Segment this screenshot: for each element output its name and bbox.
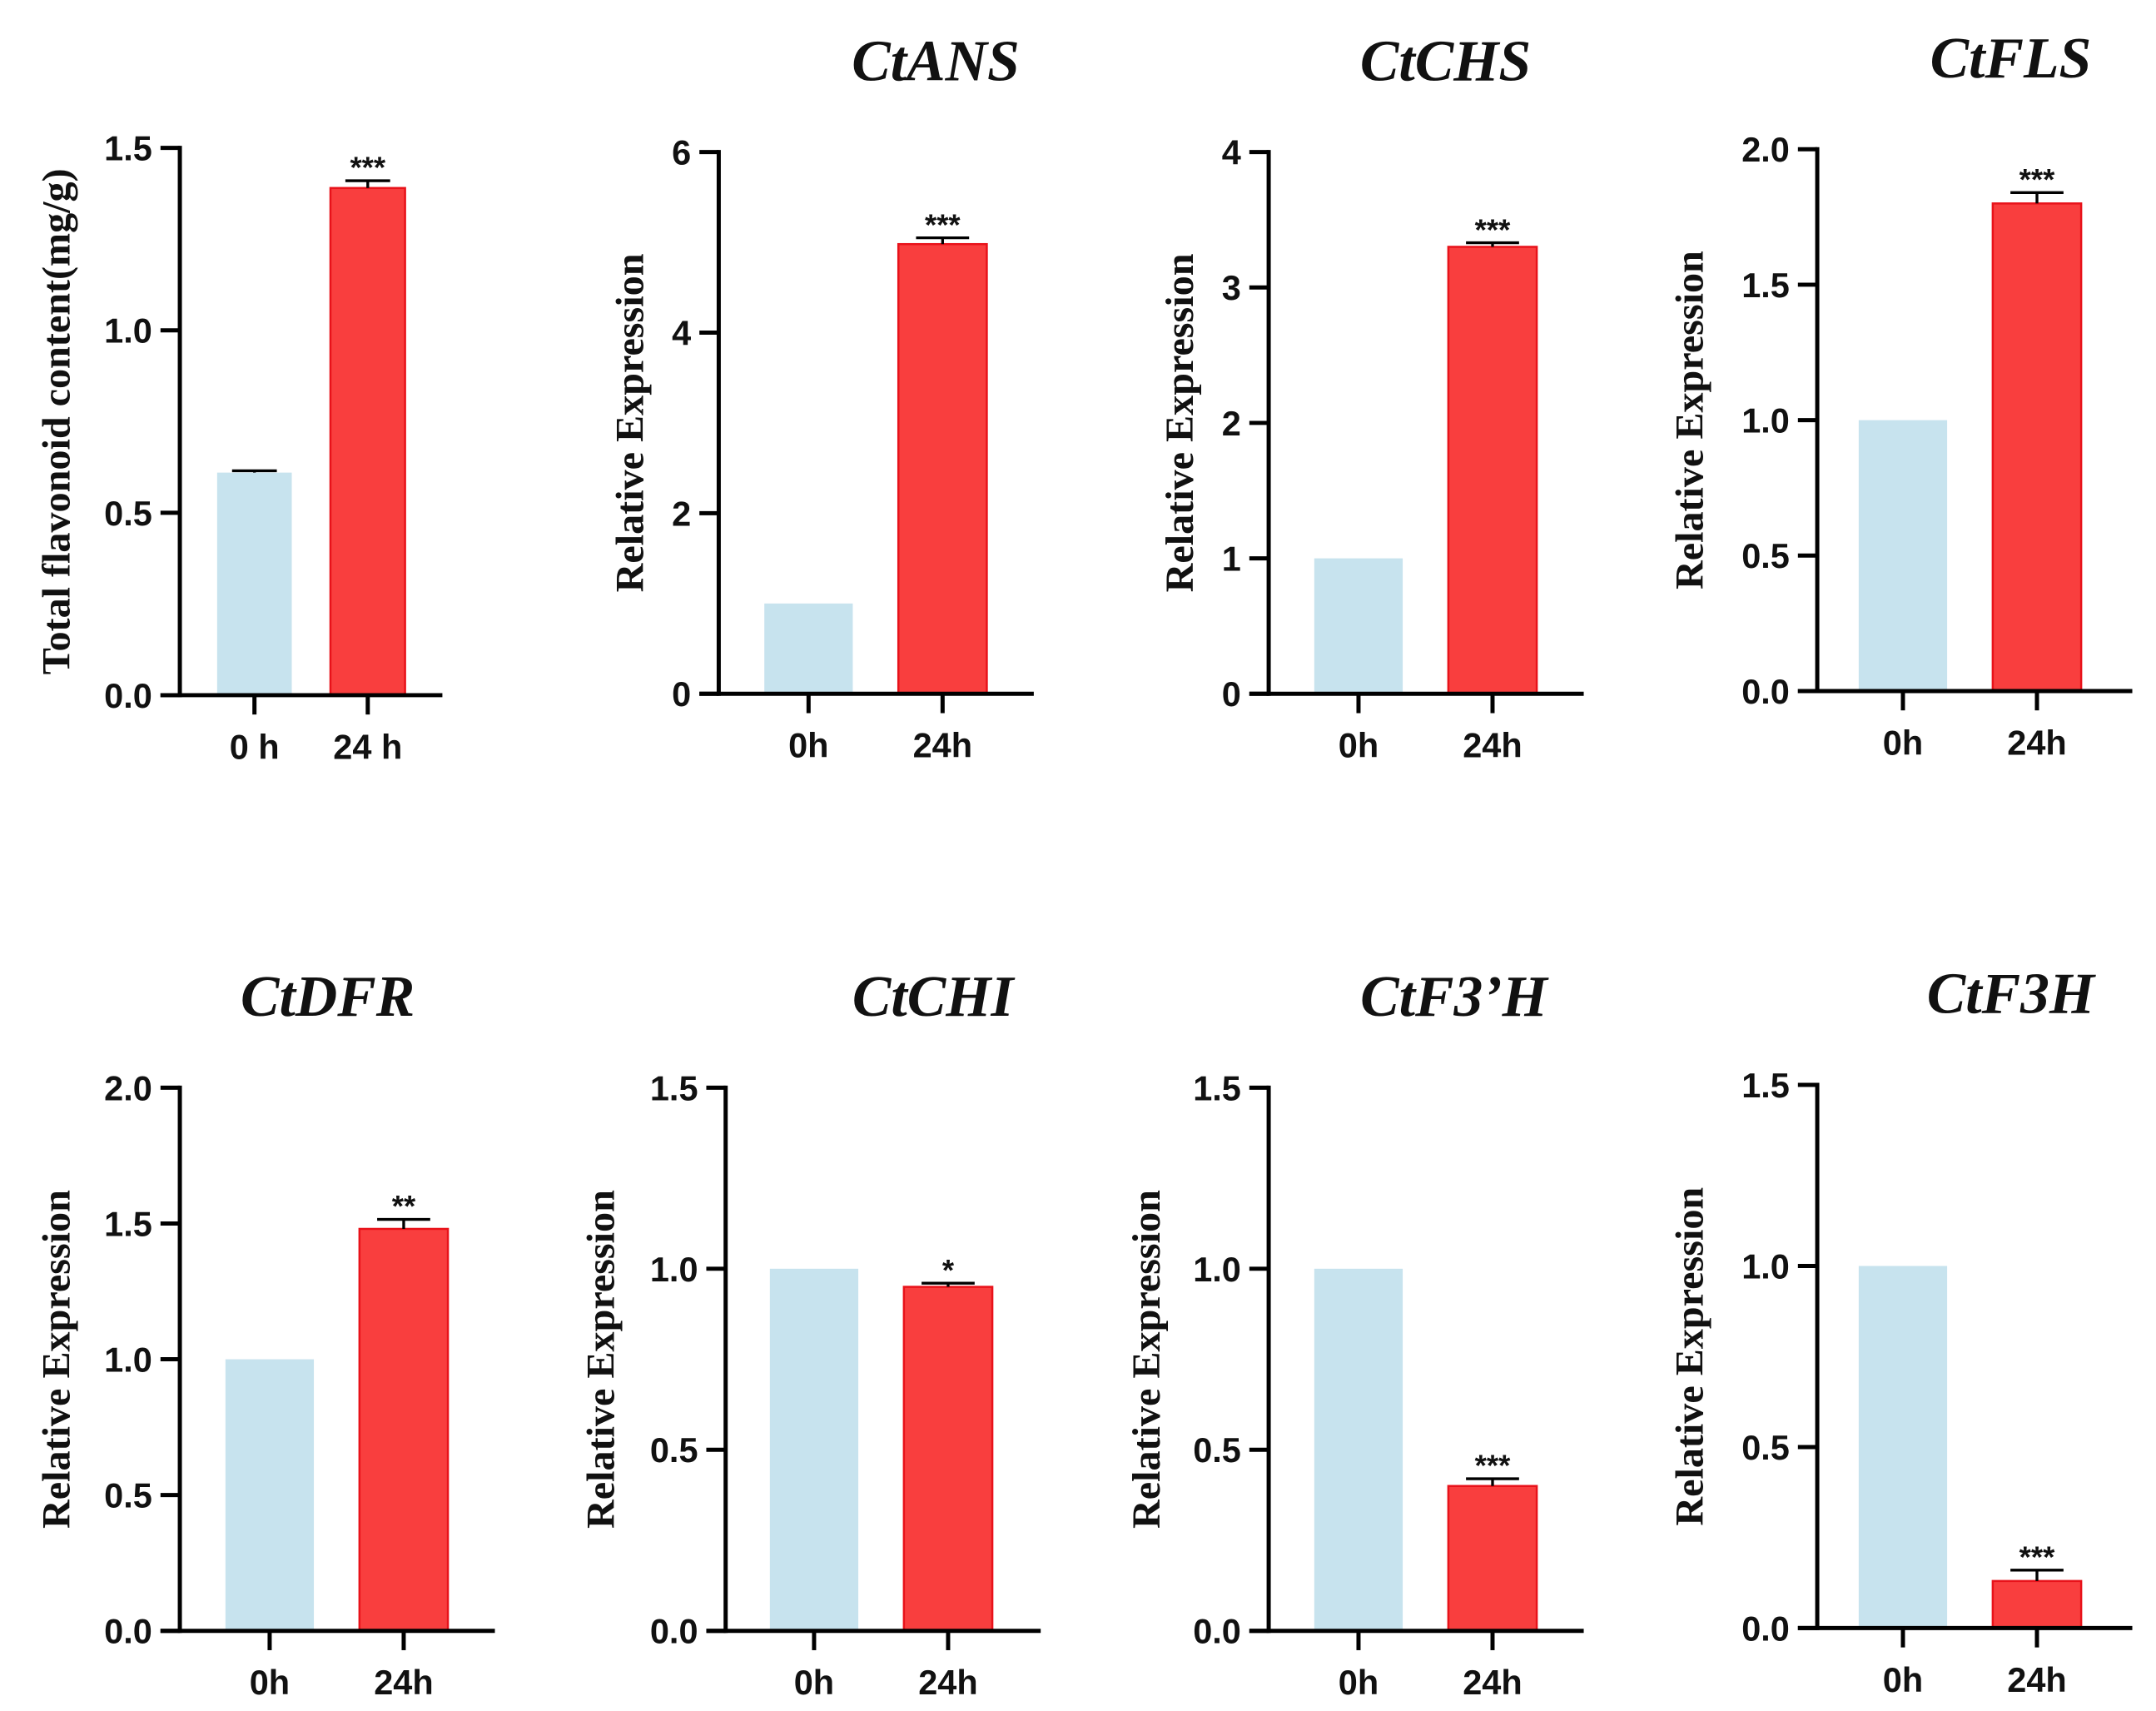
chart-title: CtCHS <box>1360 29 1531 93</box>
bar-treated <box>1991 1579 2083 1629</box>
x-tick-label: 0h <box>788 726 828 765</box>
y-tick-label: 1.5 <box>104 129 152 168</box>
chart-title: CtDFR <box>241 965 415 1029</box>
bar-treated <box>1447 1485 1538 1632</box>
y-tick-label: 0.5 <box>1741 1428 1790 1467</box>
y-tick-label: 6 <box>672 133 691 172</box>
y-tick-label: 0.0 <box>650 1612 698 1651</box>
x-tick-label: 24 h <box>333 727 402 766</box>
y-tick-label: 0.0 <box>1193 1612 1241 1651</box>
y-tick-label: 1 <box>1222 540 1241 579</box>
y-tick-label: 1.5 <box>1193 1068 1241 1107</box>
chart-title: CtFLS <box>1930 27 2092 91</box>
y-tick-label: 1.5 <box>104 1204 152 1243</box>
significance-label: *** <box>350 151 385 185</box>
x-tick-label: 0h <box>794 1663 834 1702</box>
bar-control <box>1858 1266 1948 1629</box>
y-axis-label: Relative Expression <box>34 1190 78 1529</box>
chart-panel-4: CtDFR Relative Expression 0h ** 24h 0.0 0.5 1.0… <box>34 965 495 1702</box>
bar-treated <box>1991 202 2083 693</box>
y-tick-label: 1.5 <box>650 1068 698 1107</box>
chart-panel-2: CtCHS Relative Expression 0h *** 24h 0 1 2 3 4 <box>1158 29 1584 765</box>
x-tick-label: 24h <box>918 1663 977 1702</box>
y-tick-label: 2 <box>672 494 691 533</box>
x-tick-label: 24h <box>374 1663 433 1702</box>
chart-panel-7: CtF3H Relative Expression 0h *** 24h 0.0 0.5 1.… <box>1668 962 2133 1699</box>
y-tick-label: 0.5 <box>1193 1430 1241 1470</box>
y-tick-label: 1.0 <box>104 311 152 351</box>
significance-label: *** <box>2019 162 2055 196</box>
chart-title: CtF3’H <box>1360 965 1548 1029</box>
y-tick-label: 0.0 <box>1741 1609 1790 1648</box>
y-tick-label: 1.5 <box>1741 1066 1790 1105</box>
y-tick-label: 0 <box>672 674 691 714</box>
significance-label: * <box>942 1253 955 1287</box>
bar-treated <box>329 187 406 697</box>
chart-title: CtANS <box>852 29 1019 93</box>
x-tick-label: 0h <box>250 1663 290 1702</box>
chart-title: CtCHI <box>852 965 1016 1029</box>
x-tick-label: 24h <box>1463 1663 1522 1702</box>
significance-label: *** <box>1475 212 1511 246</box>
x-tick-label: 24h <box>2007 1660 2066 1699</box>
y-axis-label: Relative Expression <box>579 1190 623 1529</box>
y-tick-label: 3 <box>1222 268 1241 307</box>
x-tick-label: 0 h <box>230 727 280 766</box>
y-axis-label: Relative Expression <box>1125 1190 1169 1529</box>
bar-treated <box>897 242 988 695</box>
bar-control <box>216 472 292 695</box>
bar-control <box>1314 558 1403 694</box>
x-tick-label: 0h <box>1883 1660 1923 1699</box>
y-tick-label: 1.0 <box>650 1250 698 1289</box>
bar-treated <box>358 1227 450 1632</box>
x-tick-label: 0h <box>1339 1663 1379 1702</box>
bar-control <box>764 603 853 694</box>
chart-panel-0: Total flavonoid content(mg/g) 0 h *** 24 h 0… <box>34 129 443 766</box>
y-tick-label: 2.0 <box>1741 130 1790 169</box>
y-tick-label: 1.0 <box>1741 401 1790 440</box>
y-tick-label: 4 <box>1222 133 1241 172</box>
y-tick-label: 0.0 <box>104 1612 152 1651</box>
significance-label: *** <box>925 207 961 241</box>
bar-control <box>769 1268 859 1631</box>
chart-title: CtF3H <box>1927 962 2096 1027</box>
significance-label: *** <box>1475 1449 1511 1483</box>
y-axis-label: Total flavonoid content(mg/g) <box>34 168 78 674</box>
y-tick-label: 0.5 <box>104 494 152 533</box>
bar-control <box>1314 1268 1403 1631</box>
y-axis-label: Relative Expression <box>1668 251 1712 589</box>
y-axis-label: Relative Expression <box>1158 253 1202 592</box>
bar-treated <box>902 1286 994 1632</box>
y-tick-label: 1.5 <box>1741 266 1790 305</box>
chart-panel-6: CtF3’H Relative Expression 0h *** 24h 0.0 0.5 1… <box>1125 965 1584 1702</box>
x-tick-label: 24h <box>913 726 972 765</box>
y-tick-label: 0.5 <box>650 1430 698 1470</box>
y-tick-label: 2.0 <box>104 1068 152 1107</box>
significance-label: *** <box>2019 1539 2055 1574</box>
x-tick-label: 0h <box>1883 723 1923 762</box>
y-tick-label: 4 <box>672 313 691 352</box>
bar-control <box>1858 420 1948 691</box>
x-tick-label: 0h <box>1339 726 1379 765</box>
bar-treated <box>1447 246 1538 695</box>
chart-panel-1: CtANS Relative Expression 0h *** 24h 0 2 4 6 <box>608 29 1034 765</box>
y-tick-label: 0 <box>1222 674 1241 714</box>
x-tick-label: 24h <box>2007 723 2066 762</box>
y-axis-label: Relative Expression <box>608 253 652 592</box>
y-tick-label: 1.0 <box>1193 1250 1241 1289</box>
y-tick-label: 2 <box>1222 404 1241 443</box>
x-tick-label: 24h <box>1463 726 1522 765</box>
y-tick-label: 0.5 <box>1741 536 1790 575</box>
chart-panel-5: CtCHI Relative Expression 0h * 24h 0.0 0.5 1.0 1… <box>579 965 1041 1702</box>
y-tick-label: 1.0 <box>104 1340 152 1379</box>
y-tick-label: 0.0 <box>104 676 152 715</box>
significance-label: ** <box>392 1189 416 1223</box>
chart-panel-3: CtFLS Relative Expression 0h *** 24h 0.0 0.5 1.… <box>1668 27 2133 762</box>
y-tick-label: 0.5 <box>104 1476 152 1515</box>
y-tick-label: 1.0 <box>1741 1246 1790 1286</box>
bar-control <box>225 1359 315 1631</box>
y-tick-label: 0.0 <box>1741 672 1790 711</box>
y-axis-label: Relative Expression <box>1668 1187 1712 1526</box>
